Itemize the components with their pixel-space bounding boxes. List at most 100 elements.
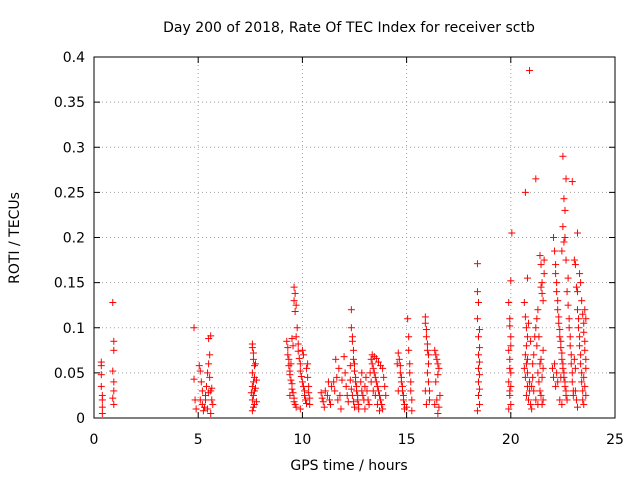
data-point: [432, 378, 440, 386]
data-point: [368, 360, 376, 368]
x-tick-label: 15: [398, 432, 416, 448]
data-point: [296, 360, 304, 368]
data-point: [564, 301, 572, 309]
data-point: [197, 378, 205, 386]
data-point: [523, 274, 531, 282]
data-point: [382, 391, 390, 399]
data-point: [379, 405, 387, 413]
data-point: [539, 297, 547, 305]
data-point: [109, 394, 117, 402]
data-point: [110, 378, 118, 386]
data-point: [433, 396, 441, 404]
data-point: [334, 396, 342, 404]
data-point: [575, 315, 583, 323]
data-point: [506, 315, 514, 323]
data-point: [292, 403, 300, 411]
data-point: [560, 195, 568, 203]
data-point: [369, 364, 377, 372]
data-point: [252, 360, 260, 368]
data-point: [292, 333, 300, 341]
data-point: [532, 396, 540, 404]
data-point: [367, 378, 375, 386]
data-point: [525, 319, 533, 327]
data-point: [348, 337, 356, 345]
data-point: [196, 367, 204, 375]
data-point: [346, 362, 354, 370]
data-point: [555, 313, 563, 321]
data-point: [332, 355, 340, 363]
data-point: [361, 382, 369, 390]
data-point: [579, 396, 587, 404]
data-point: [327, 400, 335, 408]
data-point: [563, 396, 571, 404]
data-point: [359, 391, 367, 399]
data-point: [558, 355, 566, 363]
data-point: [560, 238, 568, 246]
data-point: [289, 342, 297, 350]
data-point: [506, 364, 514, 372]
data-point: [534, 369, 542, 377]
data-point: [576, 270, 584, 278]
data-point: [406, 369, 414, 377]
data-point: [578, 378, 586, 386]
data-point: [536, 252, 544, 260]
data-point: [110, 400, 118, 408]
data-point: [347, 385, 355, 393]
data-point: [408, 407, 416, 415]
data-point: [97, 371, 105, 379]
data-point: [540, 270, 548, 278]
y-tick-label: 0.35: [54, 95, 85, 111]
data-point: [577, 351, 585, 359]
data-point: [328, 382, 336, 390]
data-point: [474, 333, 482, 341]
data-point: [346, 376, 354, 384]
data-point: [435, 364, 443, 372]
data-point: [297, 372, 305, 380]
data-point: [505, 378, 513, 386]
data-point: [207, 409, 215, 417]
data-point: [476, 344, 484, 352]
data-point: [325, 396, 333, 404]
data-point: [580, 328, 588, 336]
data-point: [505, 346, 513, 354]
data-point: [201, 396, 209, 404]
data-point: [394, 349, 402, 357]
data-point: [206, 351, 214, 359]
data-point: [568, 369, 576, 377]
data-point: [476, 385, 484, 393]
data-point: [568, 378, 576, 386]
data-point: [393, 360, 401, 368]
data-point: [318, 394, 326, 402]
data-point: [305, 389, 313, 397]
data-point: [506, 322, 514, 330]
y-tick-label: 0.05: [54, 366, 85, 382]
data-point: [559, 364, 567, 372]
data-point: [407, 387, 415, 395]
data-point: [296, 367, 304, 375]
data-point: [562, 391, 570, 399]
data-point: [566, 342, 574, 350]
data-point: [424, 351, 432, 359]
data-point: [109, 367, 117, 375]
data-point: [347, 324, 355, 332]
data-point: [434, 409, 442, 417]
data-point: [249, 378, 257, 386]
data-point: [97, 382, 105, 390]
data-point: [303, 400, 311, 408]
data-point: [284, 351, 292, 359]
data-point: [287, 376, 295, 384]
data-point: [195, 362, 203, 370]
chart-title: Day 200 of 2018, Rate Of TEC Index for r…: [163, 20, 535, 36]
data-point: [572, 283, 580, 291]
data-point: [338, 376, 346, 384]
data-point: [347, 306, 355, 314]
data-point: [422, 333, 430, 341]
data-point: [372, 354, 380, 362]
data-point: [579, 310, 587, 318]
data-point: [522, 342, 530, 350]
data-point: [564, 274, 572, 282]
data-point: [306, 400, 314, 408]
data-point: [306, 394, 314, 402]
data-point: [192, 405, 200, 413]
data-point: [376, 407, 384, 415]
